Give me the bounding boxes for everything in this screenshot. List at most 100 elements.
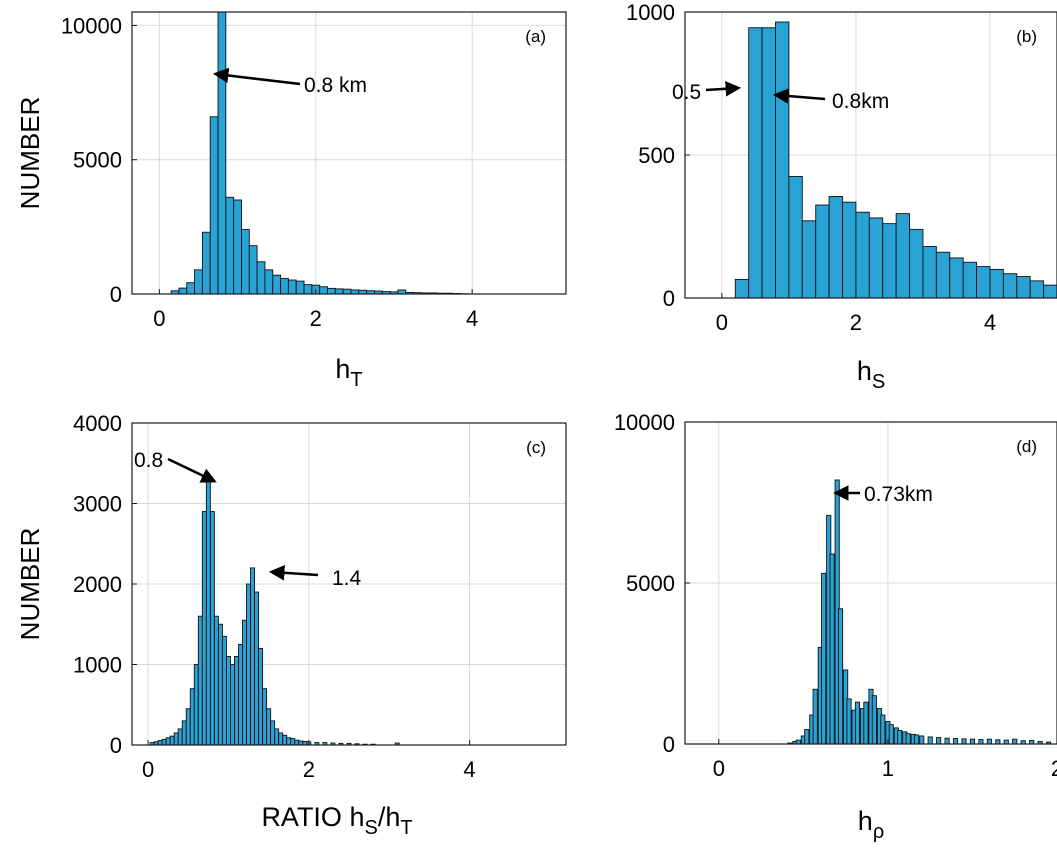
histogram-bar [1016, 276, 1031, 298]
histogram-bar [895, 213, 910, 298]
histogram-bar [868, 217, 884, 298]
histogram-bar [327, 287, 336, 294]
x-tick-label: 2 [310, 306, 322, 331]
histogram-bar [258, 647, 264, 745]
y-tick-label: 4000 [73, 411, 122, 436]
histogram-bar [233, 199, 242, 294]
bars [170, 12, 469, 294]
x-tick-label: 0 [142, 757, 154, 782]
histogram-bar [855, 211, 870, 298]
histogram-bar [287, 279, 297, 294]
histogram-bar [854, 701, 861, 744]
histogram-bar [185, 708, 191, 745]
bars [787, 479, 1052, 744]
histogram-bar [880, 714, 886, 744]
histogram-bar [334, 288, 344, 294]
histogram-bar [250, 567, 256, 745]
histogram-bar [205, 478, 211, 745]
histogram-bar [842, 201, 857, 298]
histogram-bar [266, 708, 272, 745]
histogram-bar [194, 269, 203, 294]
panel-label: (a) [525, 27, 546, 46]
histogram-bar [838, 608, 844, 744]
histogram-bar [169, 735, 175, 745]
x-tick-label: 4 [466, 306, 478, 331]
histogram-bar [189, 688, 195, 745]
histogram-bar [952, 738, 959, 744]
histogram-bar [338, 742, 344, 745]
y-tick-label: 5000 [73, 148, 122, 173]
axes-frame [131, 11, 567, 295]
histogram-bar [274, 728, 280, 745]
histogram-bar [264, 269, 274, 294]
panel-c: 0 2 4 0 1000 2000 3000 4000 (c) NUMBER RATIO hS/hT… [15, 411, 567, 839]
histogram-bar [775, 21, 790, 298]
y-tick-label: 500 [638, 143, 675, 168]
histogram-bar [295, 280, 305, 294]
panel-a: 0 2 4 0 5000 10000 (a) NUMBER hT 0.8 km [15, 11, 567, 391]
y-tick-label: 10000 [614, 410, 675, 435]
histogram-bar [225, 196, 235, 294]
histogram-bar [221, 635, 227, 745]
y-axis-label: NUMBER [15, 97, 45, 210]
histogram-bar [278, 732, 284, 745]
histogram-bar [804, 729, 810, 744]
x-tick-label: 1 [882, 756, 894, 781]
histogram-bar [201, 231, 211, 294]
histogram-bar [314, 742, 320, 745]
histogram-bar [350, 289, 360, 294]
x-tick-label: 0 [716, 310, 728, 335]
annotation-label: 1.4 [332, 567, 362, 590]
y-tick-label: 3000 [73, 492, 122, 517]
histogram-bar [165, 737, 171, 745]
histogram-bar [734, 278, 750, 298]
histogram-bar [298, 740, 304, 745]
histogram-bar [238, 643, 243, 745]
histogram-bar [230, 664, 235, 745]
histogram-bar [397, 289, 407, 294]
histogram-bar [173, 732, 179, 745]
y-tick-label: 1000 [73, 653, 122, 678]
histogram-bar [761, 27, 776, 298]
x-tick-label: 2 [303, 757, 315, 782]
histogram-bar [961, 738, 967, 744]
histogram-bar [248, 245, 258, 294]
histogram-bar [217, 12, 227, 294]
x-tick-label: 4 [463, 757, 475, 782]
histogram-bar [242, 619, 247, 745]
histogram-bar [922, 246, 937, 298]
annotation-arrow [705, 80, 742, 97]
y-axis-label: NUMBER [15, 528, 45, 641]
x-tick-label: 4 [984, 310, 996, 335]
annotation-label: 0.8 km [304, 74, 367, 97]
y-tick-label: 1000 [626, 0, 675, 25]
histogram-bar [1002, 273, 1018, 298]
histogram-bar [157, 740, 163, 745]
histogram-bar [995, 739, 1001, 744]
histogram-bar [286, 737, 292, 745]
y-tick-label: 2000 [73, 572, 122, 597]
histogram-bar [748, 27, 763, 298]
histogram-bar [241, 229, 250, 294]
annotation-label: 0.8 [134, 449, 163, 472]
histogram-bar [213, 615, 219, 745]
histogram-bar [270, 720, 276, 745]
histogram-bar [801, 220, 817, 298]
histogram-bar [978, 739, 984, 744]
bars [734, 21, 1057, 298]
x-tick-label: 2 [850, 310, 862, 335]
histogram-bar [193, 664, 199, 745]
histogram-bar [319, 286, 328, 294]
x-axis-label: hS [857, 356, 885, 393]
panel-label: (b) [1016, 27, 1037, 46]
histogram-bar [209, 511, 215, 745]
y-tick-label: 0 [110, 733, 122, 758]
histogram-bar [234, 656, 239, 745]
bars [149, 478, 400, 745]
annotation-arrow [167, 457, 217, 483]
histogram-bar [217, 623, 223, 745]
histogram-bar [201, 511, 207, 745]
histogram-bar [272, 274, 282, 294]
histogram-bar [989, 268, 1004, 298]
histogram-bar [897, 730, 903, 744]
